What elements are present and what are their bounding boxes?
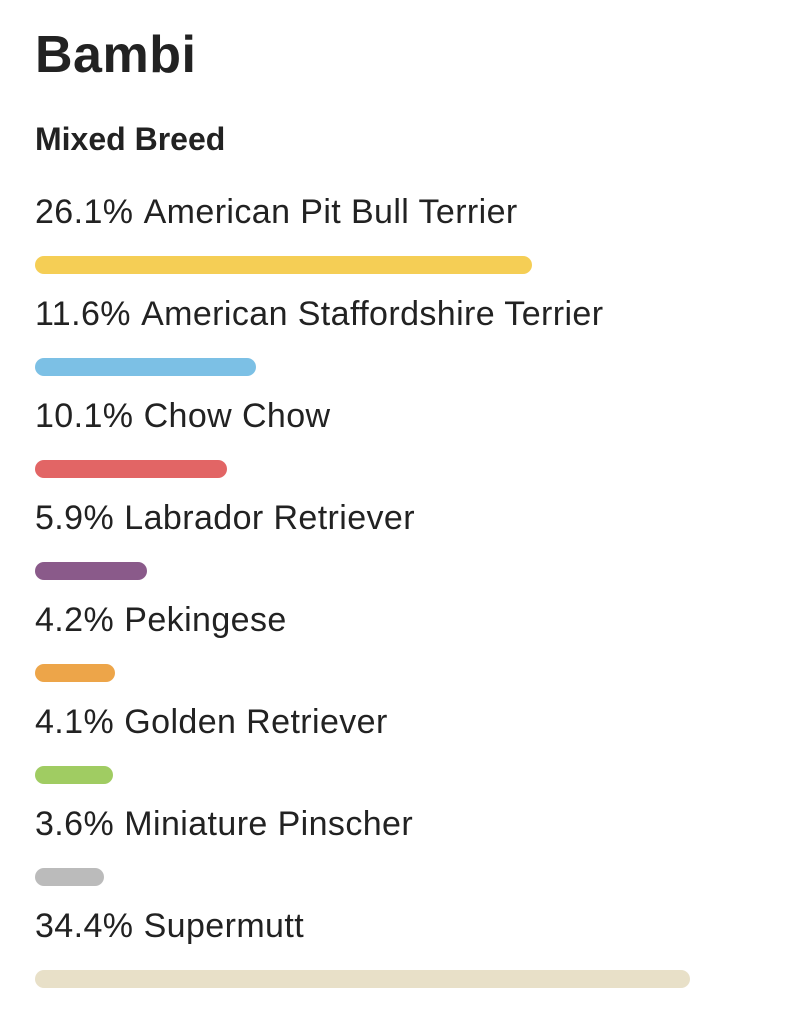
breed-bar-track xyxy=(35,766,775,784)
breed-percent: 10.1% xyxy=(35,397,134,435)
breed-percent: 4.2% xyxy=(35,601,115,639)
breed-percent: 11.6% xyxy=(35,295,131,333)
breed-bar xyxy=(35,970,690,988)
breed-list: 26.1% American Pit Bull Terrier 11.6% Amer… xyxy=(35,188,775,1004)
breed-label: 4.2% Pekingese xyxy=(35,598,287,642)
breed-row: 3.6% Miniature Pinscher xyxy=(35,800,775,902)
breed-label: 10.1% Chow Chow xyxy=(35,394,331,438)
breed-label: 11.6% American Staffordshire Terrier xyxy=(35,292,603,336)
breed-percent: 3.6% xyxy=(35,805,115,843)
breed-name: Chow Chow xyxy=(143,397,331,435)
breed-row: 10.1% Chow Chow xyxy=(35,392,775,494)
breed-bar-track xyxy=(35,970,775,988)
breed-bar xyxy=(35,868,104,886)
breed-name: Golden Retriever xyxy=(124,703,388,741)
breed-label: 26.1% American Pit Bull Terrier xyxy=(35,190,518,234)
breed-bar xyxy=(35,766,114,784)
breed-bar xyxy=(35,358,256,376)
dog-name: Bambi xyxy=(35,26,197,84)
breed-bar-track xyxy=(35,562,775,580)
breed-row: 26.1% American Pit Bull Terrier xyxy=(35,188,775,290)
breed-label: 34.4% Supermutt xyxy=(35,904,304,948)
breed-row: 34.4% Supermutt xyxy=(35,902,775,1004)
breed-bar xyxy=(35,562,148,580)
breed-name: Pekingese xyxy=(124,601,287,639)
breed-type-heading: Mixed Breed xyxy=(35,121,226,157)
breed-bar-track xyxy=(35,868,775,886)
breed-bar-track xyxy=(35,460,775,478)
breed-bar-track xyxy=(35,358,775,376)
breed-bar xyxy=(35,460,228,478)
breed-name: Labrador Retriever xyxy=(124,499,415,537)
breed-name: American Staffordshire Terrier xyxy=(141,295,604,333)
breed-label: 4.1% Golden Retriever xyxy=(35,700,388,744)
breed-label: 5.9% Labrador Retriever xyxy=(35,496,415,540)
breed-row: 4.2% Pekingese xyxy=(35,596,775,698)
breed-bar-track xyxy=(35,664,775,682)
breed-name: American Pit Bull Terrier xyxy=(143,193,518,231)
breed-percent: 4.1% xyxy=(35,703,115,741)
breed-bar xyxy=(35,664,115,682)
breed-percent: 34.4% xyxy=(35,907,134,945)
breed-label: 3.6% Miniature Pinscher xyxy=(35,802,413,846)
breed-name: Supermutt xyxy=(143,907,305,945)
breed-row: 4.1% Golden Retriever xyxy=(35,698,775,800)
breed-bar xyxy=(35,256,532,274)
breed-row: 5.9% Labrador Retriever xyxy=(35,494,775,596)
breed-percent: 5.9% xyxy=(35,499,115,537)
breed-row: 11.6% American Staffordshire Terrier xyxy=(35,290,775,392)
breed-bar-track xyxy=(35,256,775,274)
breed-name: Miniature Pinscher xyxy=(124,805,414,843)
breed-percent: 26.1% xyxy=(35,193,134,231)
